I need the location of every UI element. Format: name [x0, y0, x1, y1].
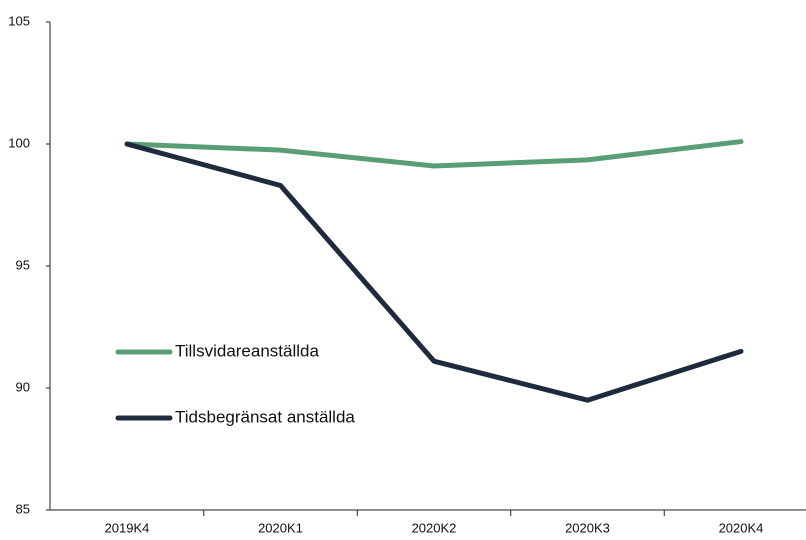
series-line	[124, 139, 744, 169]
series-line	[124, 141, 744, 403]
y-tick-label: 100	[8, 135, 30, 150]
x-tick-label: 2020K4	[719, 520, 764, 535]
legend-label: Tidsbegränsat anställda	[175, 407, 355, 426]
y-tick-label: 105	[8, 13, 30, 28]
x-tick-label: 2020K1	[258, 520, 303, 535]
y-tick-label: 90	[16, 379, 30, 394]
legend-label: Tillsvidareanställda	[175, 341, 319, 360]
x-tick-label: 2020K2	[412, 520, 457, 535]
x-tick-label: 2020K3	[565, 520, 610, 535]
y-tick-label: 85	[16, 501, 30, 516]
y-tick-label: 95	[16, 257, 30, 272]
x-tick-label: 2019K4	[105, 520, 150, 535]
